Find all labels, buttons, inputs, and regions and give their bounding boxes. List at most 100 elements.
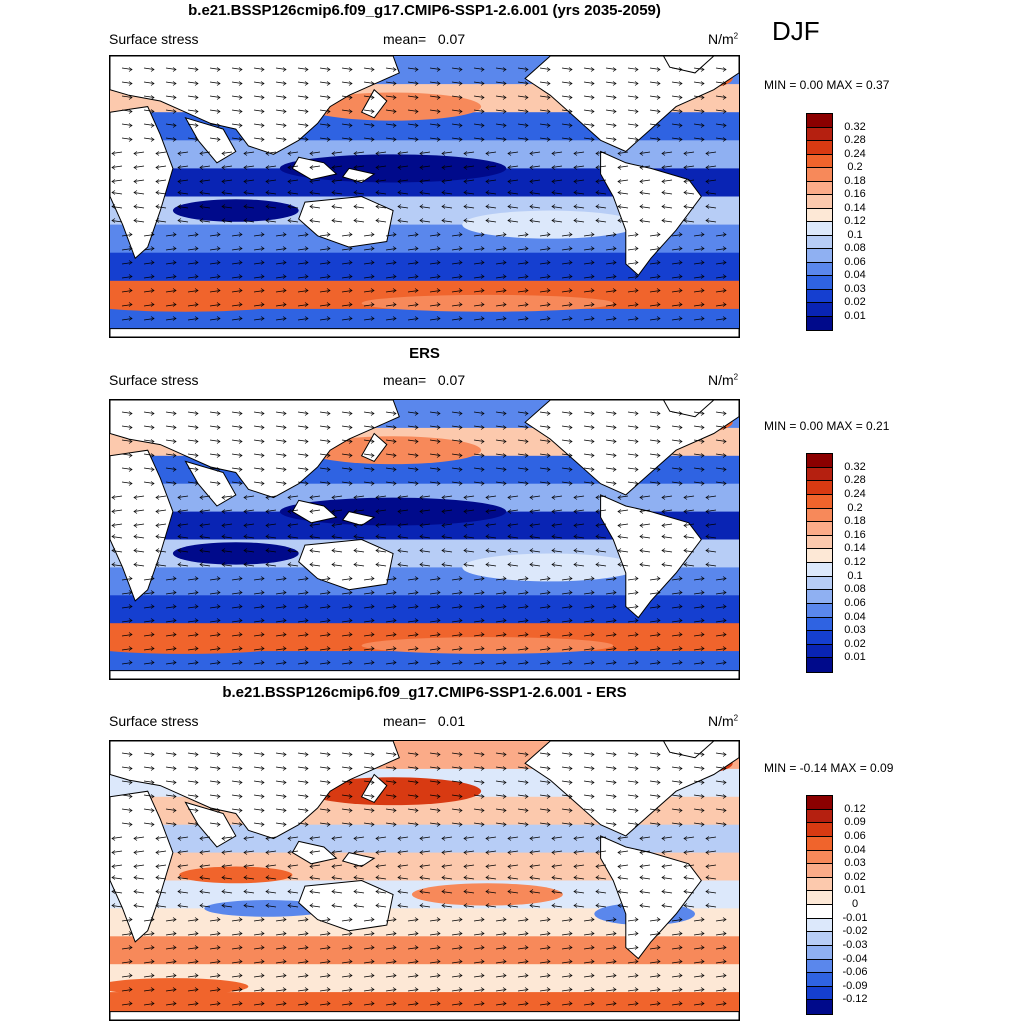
stress-vector-arrow: [133, 495, 145, 500]
stress-vector-arrow: [165, 987, 177, 992]
stress-vector-arrow: [715, 987, 727, 992]
stress-vector-arrow: [155, 165, 167, 170]
stress-vector-arrow: [231, 439, 243, 444]
colorbar-swatch: [807, 877, 832, 892]
stress-vector-arrow: [693, 618, 705, 623]
stress-vector-arrow: [319, 232, 331, 237]
stress-vector-arrow: [495, 632, 507, 637]
stress-vector-arrow: [253, 81, 265, 86]
stress-vector-arrow: [353, 889, 365, 894]
stress-vector-arrow: [341, 109, 353, 114]
stress-vector-arrow: [287, 903, 299, 908]
colorbar-tick-label: 0.16: [844, 188, 866, 200]
stress-vector-arrow: [671, 590, 683, 595]
stress-vector-arrow: [121, 260, 133, 265]
stress-vector-arrow: [451, 81, 463, 86]
stress-vector-arrow: [275, 137, 287, 142]
stress-vector-arrow: [429, 752, 441, 757]
stress-vector-arrow: [495, 931, 507, 936]
stress-vector-arrow: [661, 190, 673, 195]
stress-vector-arrow: [111, 850, 123, 855]
stress-vector-arrow: [319, 467, 331, 472]
stress-vector-arrow: [341, 467, 353, 472]
colorbar-swatch: [807, 208, 832, 222]
stress-vector-arrow: [143, 81, 155, 86]
stress-vector-arrow: [627, 95, 639, 100]
continent-outline: [110, 106, 174, 260]
stress-vector-arrow: [287, 864, 299, 869]
stress-vector-arrow: [199, 218, 211, 223]
stress-vector-arrow: [133, 165, 145, 170]
stress-vector-arrow: [715, 766, 727, 771]
stress-vector-arrow: [639, 509, 651, 514]
stress-vector-arrow: [705, 495, 717, 500]
stress-vector-arrow: [485, 190, 497, 195]
stress-vector-arrow: [539, 632, 551, 637]
stress-vector-arrow: [419, 864, 431, 869]
stress-vector-arrow: [111, 836, 123, 841]
stress-vector-arrow: [429, 288, 441, 293]
stress-vector-arrow: [363, 660, 375, 665]
stress-vector-arrow: [121, 590, 133, 595]
stress-vector-arrow: [617, 509, 629, 514]
stress-vector-arrow: [595, 889, 607, 894]
stress-vector-arrow: [143, 590, 155, 595]
stress-vector-arrow: [583, 822, 595, 827]
stress-vector-arrow: [253, 453, 265, 458]
colorbar-tick-label: 0.04: [844, 610, 866, 623]
stress-vector-arrow: [617, 190, 629, 195]
colorbar-swatch: [807, 114, 832, 128]
stress-vector-arrow: [199, 190, 211, 195]
colorbar-tick-label: -0.06: [842, 966, 868, 979]
stress-vector-arrow: [451, 987, 463, 992]
stress-vector-arrow: [451, 439, 463, 444]
stress-vector-arrow: [693, 246, 705, 251]
stress-vector-arrow: [385, 246, 397, 251]
stress-vector-arrow: [583, 808, 595, 813]
colorbar-swatch: [807, 127, 832, 141]
stress-vector-arrow: [133, 850, 145, 855]
stress-vector-arrow: [561, 109, 573, 114]
stress-vector-arrow: [441, 151, 453, 156]
stress-vector-arrow: [671, 439, 683, 444]
stress-vector-arrow: [583, 917, 595, 922]
stress-vector-arrow: [297, 316, 309, 321]
stress-vector-arrow: [209, 660, 221, 665]
stress-vector-arrow: [451, 109, 463, 114]
stress-vector-arrow: [209, 481, 221, 486]
stress-vector-arrow: [363, 67, 375, 72]
stress-vector-arrow: [187, 959, 199, 964]
stress-vector-arrow: [353, 562, 365, 567]
stress-vector-arrow: [429, 959, 441, 964]
colorbar-swatch: [807, 945, 832, 960]
stress-vector-arrow: [539, 137, 551, 142]
stress-vector-arrow: [693, 660, 705, 665]
stress-vector-arrow: [561, 590, 573, 595]
stress-vector-arrow: [627, 123, 639, 128]
stress-vector-arrow: [199, 179, 211, 184]
stress-vector-arrow: [529, 889, 541, 894]
stress-vector-arrow: [253, 822, 265, 827]
stress-vector-arrow: [507, 864, 519, 869]
stress-vector-arrow: [331, 509, 343, 514]
stress-vector-arrow: [375, 495, 387, 500]
stress-vector-arrow: [495, 453, 507, 458]
colorbar-swatch: [807, 262, 832, 276]
stress-vector-arrow: [429, 316, 441, 321]
stress-vector-arrow: [451, 945, 463, 950]
stress-vector-arrow: [287, 204, 299, 209]
stress-vector-arrow: [715, 931, 727, 936]
stress-vector-arrow: [561, 81, 573, 86]
stress-vector-arrow: [177, 875, 189, 880]
stress-vector-arrow: [177, 165, 189, 170]
stress-vector-arrow: [617, 165, 629, 170]
stress-vector-arrow: [683, 836, 695, 841]
stress-vector-arrow: [649, 302, 661, 307]
panel-title: b.e21.BSSP126cmip6.f09_g17.CMIP6-SSP1-2.…: [188, 2, 661, 19]
stress-vector-arrow: [319, 604, 331, 609]
stress-vector-arrow: [561, 95, 573, 100]
stress-vector-arrow: [705, 562, 717, 567]
stress-vector-arrow: [671, 246, 683, 251]
stress-vector-arrow: [297, 987, 309, 992]
stress-vector-arrow: [121, 137, 133, 142]
